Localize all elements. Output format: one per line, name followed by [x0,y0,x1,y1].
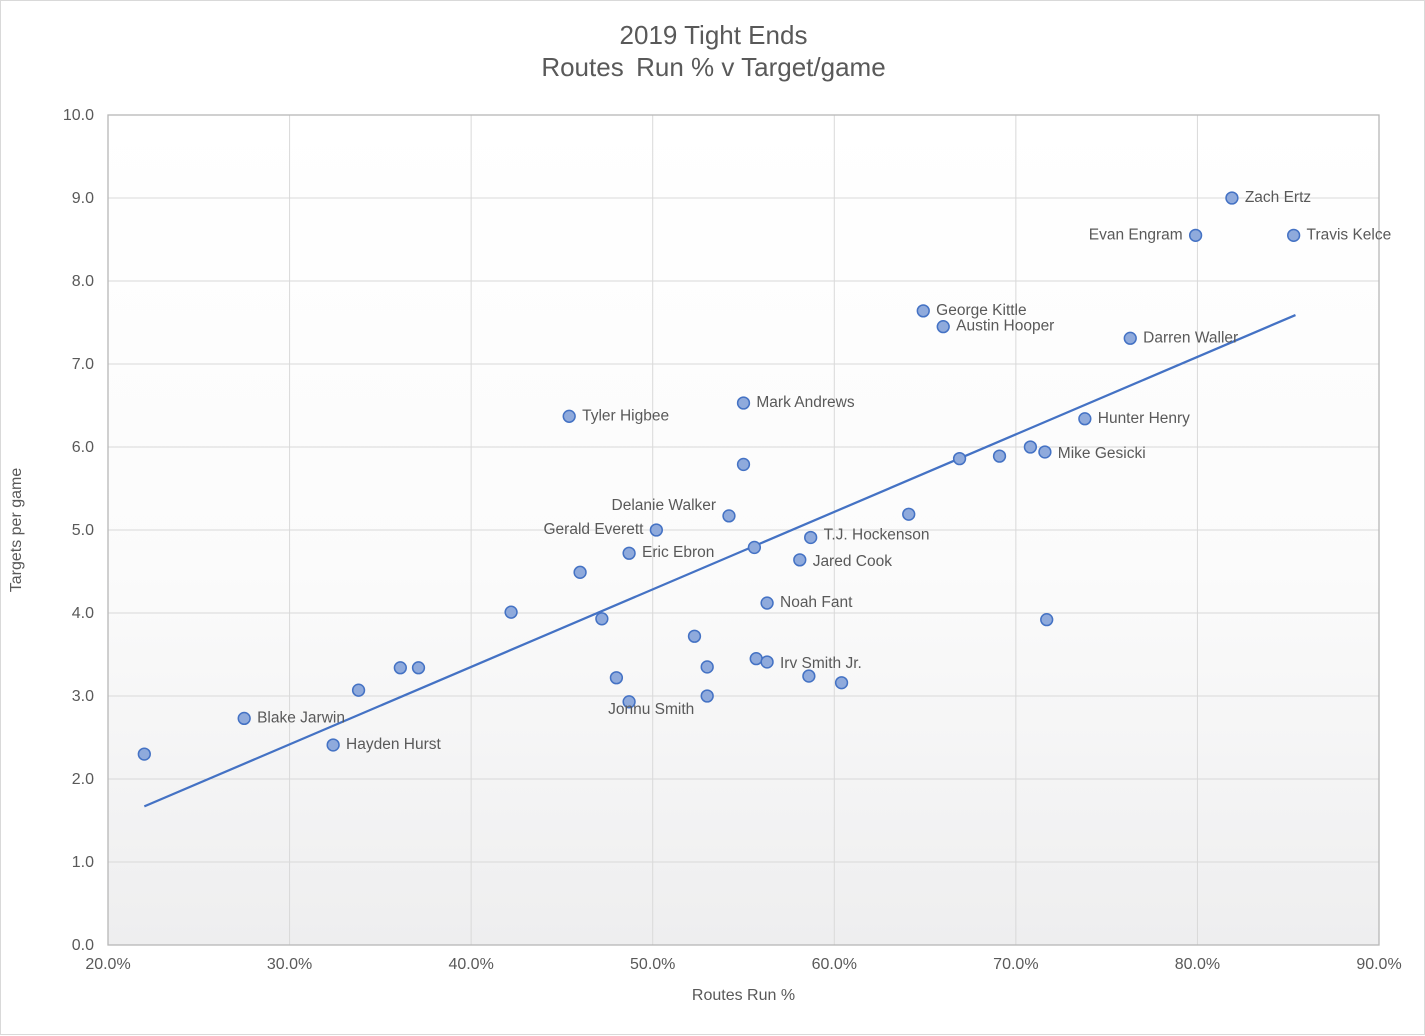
svg-text:Gerald Everett: Gerald Everett [544,521,645,538]
svg-text:Irv Smith Jr.: Irv Smith Jr. [780,655,862,672]
svg-text:George Kittle: George Kittle [936,302,1026,319]
svg-text:Targets per game: Targets per game [8,468,25,593]
svg-text:20.0%: 20.0% [85,956,130,973]
svg-text:7.0: 7.0 [72,356,94,373]
svg-text:Zach Ertz: Zach Ertz [1245,189,1311,206]
svg-text:6.0: 6.0 [72,439,94,456]
svg-text:8.0: 8.0 [72,273,94,290]
svg-text:Mike Gesicki: Mike Gesicki [1058,445,1146,462]
svg-text:40.0%: 40.0% [448,956,493,973]
svg-text:Hunter Henry: Hunter Henry [1098,410,1190,427]
svg-text:4.0: 4.0 [72,605,94,622]
svg-text:Hayden Hurst: Hayden Hurst [346,736,441,753]
svg-text:Routes Run %: Routes Run % [692,987,795,1004]
svg-text:10.0: 10.0 [63,107,94,124]
svg-text:Blake Jarwin: Blake Jarwin [257,709,345,726]
svg-text:Jonnu Smith: Jonnu Smith [608,701,694,718]
svg-text:Darren Waller: Darren Waller [1143,329,1238,346]
svg-text:Evan Engram: Evan Engram [1089,226,1183,243]
svg-text:90.0%: 90.0% [1356,956,1401,973]
svg-text:0.0: 0.0 [72,937,94,954]
svg-text:Austin Hooper: Austin Hooper [956,318,1054,335]
svg-text:60.0%: 60.0% [812,956,857,973]
svg-text:70.0%: 70.0% [993,956,1038,973]
svg-text:1.0: 1.0 [72,854,94,871]
svg-text:50.0%: 50.0% [630,956,675,973]
svg-text:Mark Andrews: Mark Andrews [756,394,854,411]
svg-text:9.0: 9.0 [72,190,94,207]
svg-text:Delanie Walker: Delanie Walker [612,497,717,514]
svg-text:Tyler Higbee: Tyler Higbee [582,407,669,424]
svg-text:5.0: 5.0 [72,522,94,539]
svg-text:2.0: 2.0 [72,771,94,788]
svg-text:Eric Ebron: Eric Ebron [642,544,714,561]
svg-text:Noah Fant: Noah Fant [780,594,853,611]
svg-text:Travis Kelce: Travis Kelce [1307,226,1392,243]
svg-text:30.0%: 30.0% [267,956,312,973]
svg-text:3.0: 3.0 [72,688,94,705]
svg-text:T.J. Hockenson: T.J. Hockenson [824,526,930,543]
svg-text:80.0%: 80.0% [1175,956,1220,973]
svg-text:Jared Cook: Jared Cook [813,553,893,570]
